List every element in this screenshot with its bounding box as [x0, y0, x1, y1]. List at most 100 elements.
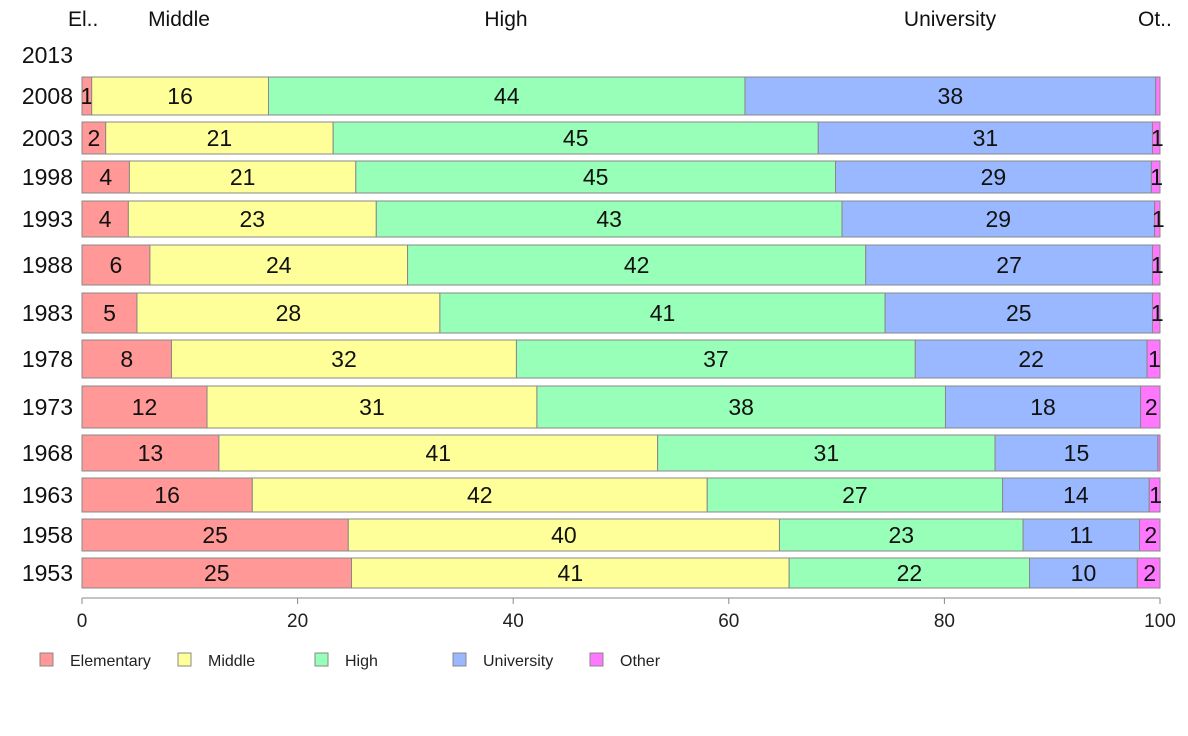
data-label-elementary-1958: 25 [202, 522, 228, 548]
x-tick-label-40: 40 [503, 611, 524, 632]
data-label-other-2003: 1 [1151, 125, 1164, 151]
data-label-other-1988: 1 [1151, 252, 1164, 278]
bar-university-1988 [865, 244, 1153, 286]
data-label-high-1973: 38 [728, 394, 754, 420]
year-label-2008: 2008 [22, 83, 73, 109]
bar-high-1998 [355, 160, 837, 194]
data-label-middle-1963: 42 [467, 482, 493, 508]
data-label-university-1953: 10 [1071, 560, 1097, 586]
x-tick-label-100: 100 [1144, 611, 1176, 632]
legend-label-university: University [483, 653, 553, 670]
bar-middle-1973 [206, 385, 538, 429]
legend-swatch-elementary [39, 652, 54, 667]
legend-label-middle: Middle [208, 653, 255, 670]
data-label-university-1973: 18 [1030, 394, 1056, 420]
bar-high-1968 [657, 434, 996, 472]
year-label-1968: 1968 [22, 440, 73, 466]
bar-middle-1958 [347, 518, 780, 552]
bar-other-1993 [1154, 200, 1161, 238]
bar-elementary-1953 [81, 557, 352, 589]
year-label-1993: 1993 [22, 206, 73, 232]
legend-swatch-university [452, 652, 467, 667]
year-label-2013: 2013 [22, 42, 73, 68]
data-label-elementary-1998: 4 [99, 164, 112, 190]
bar-university-1978 [914, 339, 1148, 379]
bar-middle-1998 [128, 160, 357, 194]
data-label-other-1973: 2 [1145, 394, 1158, 420]
bar-middle-1978 [170, 339, 517, 379]
data-label-middle-1968: 41 [425, 440, 451, 466]
bar-university-2003 [817, 121, 1153, 155]
data-label-middle-1988: 24 [266, 252, 292, 278]
data-label-other-1993: 1 [1152, 206, 1165, 232]
data-label-middle-1973: 31 [359, 394, 385, 420]
bar-other-2003 [1151, 121, 1161, 155]
data-label-high-1988: 42 [624, 252, 650, 278]
bar-high-2003 [332, 121, 819, 155]
top-label-middle: Middle [148, 8, 210, 31]
data-label-other-1983: 1 [1151, 300, 1164, 326]
year-label-1963: 1963 [22, 482, 73, 508]
bar-university-1973 [944, 385, 1142, 429]
year-label-1978: 1978 [22, 346, 73, 372]
data-label-high-1953: 22 [897, 560, 923, 586]
year-label-1983: 1983 [22, 300, 73, 326]
bar-elementary-1968 [81, 434, 220, 472]
bar-other-1978 [1146, 339, 1161, 379]
bar-other-1968 [1157, 434, 1161, 472]
data-label-elementary-1953: 25 [204, 560, 230, 586]
data-label-middle-2003: 21 [207, 125, 233, 151]
bar-high-1953 [788, 557, 1031, 589]
data-label-university-1958: 11 [1069, 522, 1093, 548]
data-label-elementary-1968: 13 [138, 440, 164, 466]
legend-label-other: Other [620, 653, 661, 670]
data-label-university-1983: 25 [1006, 300, 1032, 326]
data-label-other-1958: 2 [1144, 522, 1157, 548]
bar-elementary-1983 [81, 292, 138, 334]
year-labels: 2013 2008 2003 1998 1993 1988 1983 1978 1973 1968… [22, 42, 73, 586]
legend: Elementary Middle High University Other [39, 652, 661, 670]
data-label-university-1968: 15 [1064, 440, 1090, 466]
data-label-elementary-1973: 12 [132, 394, 158, 420]
data-label-high-1983: 41 [650, 300, 676, 326]
bar-middle-1983 [136, 292, 441, 334]
x-tick-label-60: 60 [718, 611, 739, 632]
x-tick-label-0: 0 [77, 611, 88, 632]
top-label-university: University [904, 8, 997, 31]
data-label-university-1988: 27 [996, 252, 1022, 278]
year-label-1988: 1988 [22, 252, 73, 278]
bar-other-1953 [1136, 557, 1161, 589]
year-label-1958: 1958 [22, 522, 73, 548]
legend-label-elementary: Elementary [70, 653, 151, 670]
bar-other-1983 [1151, 292, 1161, 334]
bar-elementary-1963 [81, 477, 253, 513]
bar-high-1993 [375, 200, 843, 238]
bar-other-1958 [1139, 518, 1161, 552]
top-category-labels: El.. Middle High University Ot.. [68, 8, 1172, 31]
x-tick-label-80: 80 [934, 611, 955, 632]
bar-elementary-1958 [81, 518, 349, 552]
data-label-middle-1993: 23 [240, 206, 266, 232]
data-label-elementary-1983: 5 [103, 300, 116, 326]
top-label-high: High [484, 8, 527, 31]
bar-university-1993 [841, 200, 1156, 238]
data-label-other-1953: 2 [1143, 560, 1156, 586]
data-label-elementary-1963: 16 [154, 482, 180, 508]
data-label-high-2008: 44 [494, 83, 520, 109]
x-axis: 0 20 40 60 80 100 [77, 597, 1176, 632]
data-label-elementary-1993: 4 [99, 206, 112, 232]
legend-swatch-other [589, 652, 604, 667]
bar-university-1953 [1029, 557, 1138, 589]
bar-middle-2008 [91, 76, 269, 116]
data-label-elementary-1978: 8 [120, 346, 133, 372]
data-label-other-1998: 1 [1150, 164, 1163, 190]
bar-other-1963 [1148, 477, 1161, 513]
data-label-middle-1953: 41 [558, 560, 584, 586]
x-tick-label-20: 20 [287, 611, 308, 632]
bar-other-2008 [1155, 76, 1161, 116]
data-label-middle-1983: 28 [276, 300, 302, 326]
bar-middle-1993 [127, 200, 377, 238]
data-label-high-1968: 31 [814, 440, 840, 466]
bar-other-1973 [1140, 385, 1161, 429]
